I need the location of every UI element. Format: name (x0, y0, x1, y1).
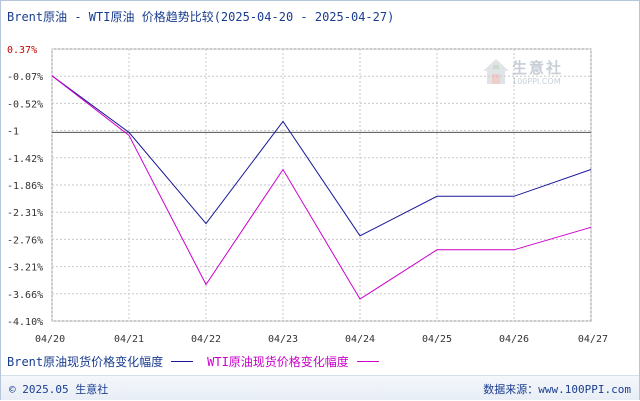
x-tick-label: 04/27 (578, 334, 608, 345)
x-tick-label: 04/25 (422, 334, 452, 345)
y-tick-label: -4.10% (7, 317, 43, 328)
copyright-text: © 2025.05 生意社 (9, 383, 109, 396)
series-layer (51, 75, 592, 300)
house-icon (483, 59, 509, 84)
x-tick-label: 04/22 (191, 334, 221, 345)
x-tick-label: 04/24 (345, 334, 375, 345)
x-tick-label: 04/23 (268, 334, 298, 345)
series-line-brent (51, 75, 592, 237)
y-tick-label: -0.07% (7, 72, 43, 83)
x-tick-label: 04/21 (114, 334, 144, 345)
y-tick-label: -3.66% (7, 290, 43, 301)
y-tick-label: 0.37% (7, 45, 37, 56)
y-tick-label: -0.52% (7, 99, 43, 110)
y-tick-label: -1 (7, 127, 19, 138)
legend-swatch-wti (356, 361, 379, 362)
series-line-wti (51, 75, 592, 300)
y-tick-label: -1.86% (7, 181, 43, 192)
chart-legend: Brent原油现货价格变化幅度 WTI原油现货价格变化幅度 (7, 353, 393, 370)
watermark-logo: 生意社 100PPI.COM (482, 55, 582, 91)
watermark-name: 生意社 (512, 59, 564, 77)
x-axis-ticks: 04/20 04/21 04/22 04/23 04/24 04/25 04/26 04/27 (35, 334, 608, 345)
x-tick-label: 04/20 (35, 334, 65, 345)
legend-item-wti: WTI原油现货价格变化幅度 (207, 353, 379, 370)
footer-bar: © 2025.05 生意社 数据来源：www.100PPI.com (1, 375, 639, 400)
y-tick-label: -2.31% (7, 208, 43, 219)
legend-swatch-brent (171, 361, 194, 362)
source-link[interactable]: 数据来源：www.100PPI.com (483, 383, 631, 396)
legend-label-wti: WTI原油现货价格变化幅度 (207, 355, 349, 369)
y-tick-label: -3.21% (7, 263, 43, 274)
watermark-url: 100PPI.COM (512, 77, 561, 86)
chart-title: Brent原油 - WTI原油 价格趋势比较(2025-04-20 - 2025… (7, 10, 395, 24)
y-tick-label: -2.76% (7, 235, 43, 246)
x-tick-label: 04/26 (499, 334, 529, 345)
y-axis-ticks: 0.37% -0.07% -0.52% -1 -1.42% -1.86% -2.31% -2.… (7, 45, 43, 328)
legend-item-brent: Brent原油现货价格变化幅度 (7, 353, 194, 370)
grid-layer (51, 48, 592, 322)
legend-label-brent: Brent原油现货价格变化幅度 (7, 355, 164, 369)
y-tick-label: -1.42% (7, 154, 43, 165)
